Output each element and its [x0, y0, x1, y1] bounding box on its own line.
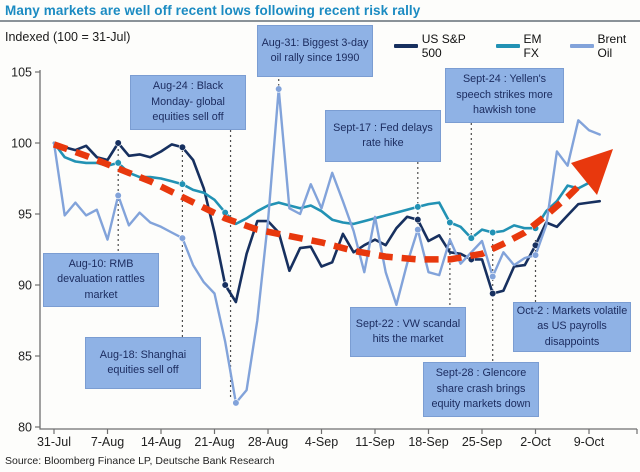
legend-label: Brent Oil [597, 32, 627, 60]
x-tick-label: 21-Aug [194, 435, 234, 449]
y-tick-label: 100 [11, 137, 32, 151]
series-marker-em-fx [414, 203, 422, 211]
series-marker-em-fx [446, 218, 454, 227]
legend-item-us-s-p-500: US S&P 500 [394, 32, 483, 60]
series-marker-brent-oil [275, 85, 283, 93]
series-marker-us-s-p-500 [414, 216, 422, 224]
annotation-text-line: Sept-22 : VW scandal [355, 317, 461, 330]
annotation-aug31: Aug-31: Biggest 3-day oil rally since 199… [257, 25, 373, 77]
series-marker-us-s-p-500 [221, 281, 229, 289]
annotation-text-line: hawkish tone [472, 104, 537, 117]
annotation-text-line: Aug-24 : Black [152, 80, 224, 93]
annotation-text-line: Aug-31: Biggest 3-day [261, 36, 369, 49]
annotation-sep17: Sept-17 : Fed delays rate hike [325, 110, 441, 162]
annotation-text-line: market [84, 288, 118, 301]
x-tick-label: 25-Sep [462, 435, 502, 449]
annotation-text-line: Sept-17 : Fed delays [333, 121, 433, 134]
annotation-text-line: rate hike [362, 137, 404, 149]
trend-dashed-line [52, 141, 586, 263]
source-note: Source: Bloomberg Finance LP, Deutsche B… [5, 455, 275, 467]
trend-arrowhead [571, 149, 613, 195]
series-line-brent-oil [52, 87, 601, 405]
annotation-text-line: devaluation rattles [57, 273, 145, 286]
annotation-text-line: Sept-24 : Yellen's [462, 73, 547, 86]
annotation-text-line: speech strikes more [456, 88, 553, 101]
series-marker-us-s-p-500 [178, 143, 186, 151]
annotation-aug24: Aug-24 : Black Monday- global equities sel… [130, 75, 246, 130]
annotation-text-line: oil rally since 1990 [270, 52, 360, 64]
y-tick-label: 90 [18, 279, 32, 293]
title-divider [0, 20, 640, 22]
annotation-text-line: disappoints [544, 335, 600, 348]
series-marker-brent-oil [178, 234, 186, 242]
series-marker-brent-oil [414, 226, 422, 234]
annotation-aug10: Aug-10: RMB devaluation rattles market [43, 253, 159, 307]
series-line-us-s-p-500 [52, 141, 601, 304]
annotation-oct2: Oct-2 : Markets volatile as US payrolls di… [513, 302, 631, 352]
annotation-text-line: equities sell off [107, 364, 179, 376]
legend-swatch-icon [495, 44, 520, 48]
legend: US S&P 500 EM FX Brent Oil [394, 32, 640, 60]
annotation-text-line: share crash brings [436, 382, 526, 395]
series-marker-em-fx [178, 180, 186, 188]
y-tick-label: 85 [18, 350, 32, 364]
page-title: Many markets are well off recent lows fo… [5, 3, 421, 18]
legend-swatch-icon [569, 44, 594, 48]
x-tick-label: 7-Aug [91, 435, 124, 449]
x-tick-label: 9-Oct [574, 435, 605, 449]
x-tick-label: 28-Aug [248, 435, 288, 449]
annotation-text-line: equities sell off [152, 111, 224, 124]
x-tick-label: 31-Jul [37, 435, 71, 449]
annotation-aug18: Aug-18: Shanghai equities sell off [85, 337, 201, 389]
annotation-text-line: Oct-2 : Markets volatile [516, 304, 628, 317]
annotation-text-line: as US payrolls [537, 320, 607, 333]
x-tick-label: 14-Aug [141, 435, 181, 449]
legend-swatch-icon [394, 44, 418, 48]
annotation-sep24: Sept-24 : Yellen's speech strikes more haw… [445, 68, 564, 123]
series-marker-us-s-p-500 [489, 289, 497, 298]
annotation-text-line: Aug-18: Shanghai [99, 348, 187, 361]
legend-label: EM FX [523, 32, 542, 60]
legend-item-brent-oil: Brent Oil [569, 32, 640, 60]
legend-item-em-fx: EM FX [495, 32, 557, 60]
annotation-text-line: equity markets down [431, 398, 531, 411]
x-tick-label: 18-Sep [408, 435, 448, 449]
x-tick-label: 11-Sep [355, 435, 394, 449]
index-base-label: Indexed (100 = 31-Jul) [5, 30, 131, 44]
y-tick-label: 95 [18, 208, 32, 222]
annotation-text-line: Monday- global [151, 95, 225, 108]
annotation-sep28: Sept-28 : Glencore share crash brings equi… [423, 362, 539, 417]
y-tick-label: 80 [18, 421, 32, 435]
x-tick-label: 2-Oct [520, 435, 551, 449]
series-marker-us-s-p-500 [114, 139, 122, 147]
series-marker-brent-oil [114, 191, 122, 200]
annotation-text-line: hits the market [372, 333, 444, 345]
axis-spines [39, 70, 637, 430]
series-marker-em-fx [467, 234, 475, 242]
annotation-text-line: Sept-28 : Glencore [435, 367, 527, 380]
series-marker-em-fx [489, 228, 497, 237]
legend-label: US S&P 500 [421, 32, 466, 60]
series-marker-brent-oil [531, 251, 540, 259]
annotation-sep22: Sept-22 : VW scandal hits the market [350, 307, 466, 357]
annotation-text-line: Aug-10: RMB [68, 257, 134, 270]
x-tick-label: 4-Sep [305, 435, 338, 449]
series-marker-em-fx [114, 159, 122, 167]
series-marker-brent-oil [489, 272, 497, 281]
series-marker-brent-oil [232, 399, 240, 407]
y-tick-label: 105 [11, 66, 32, 80]
